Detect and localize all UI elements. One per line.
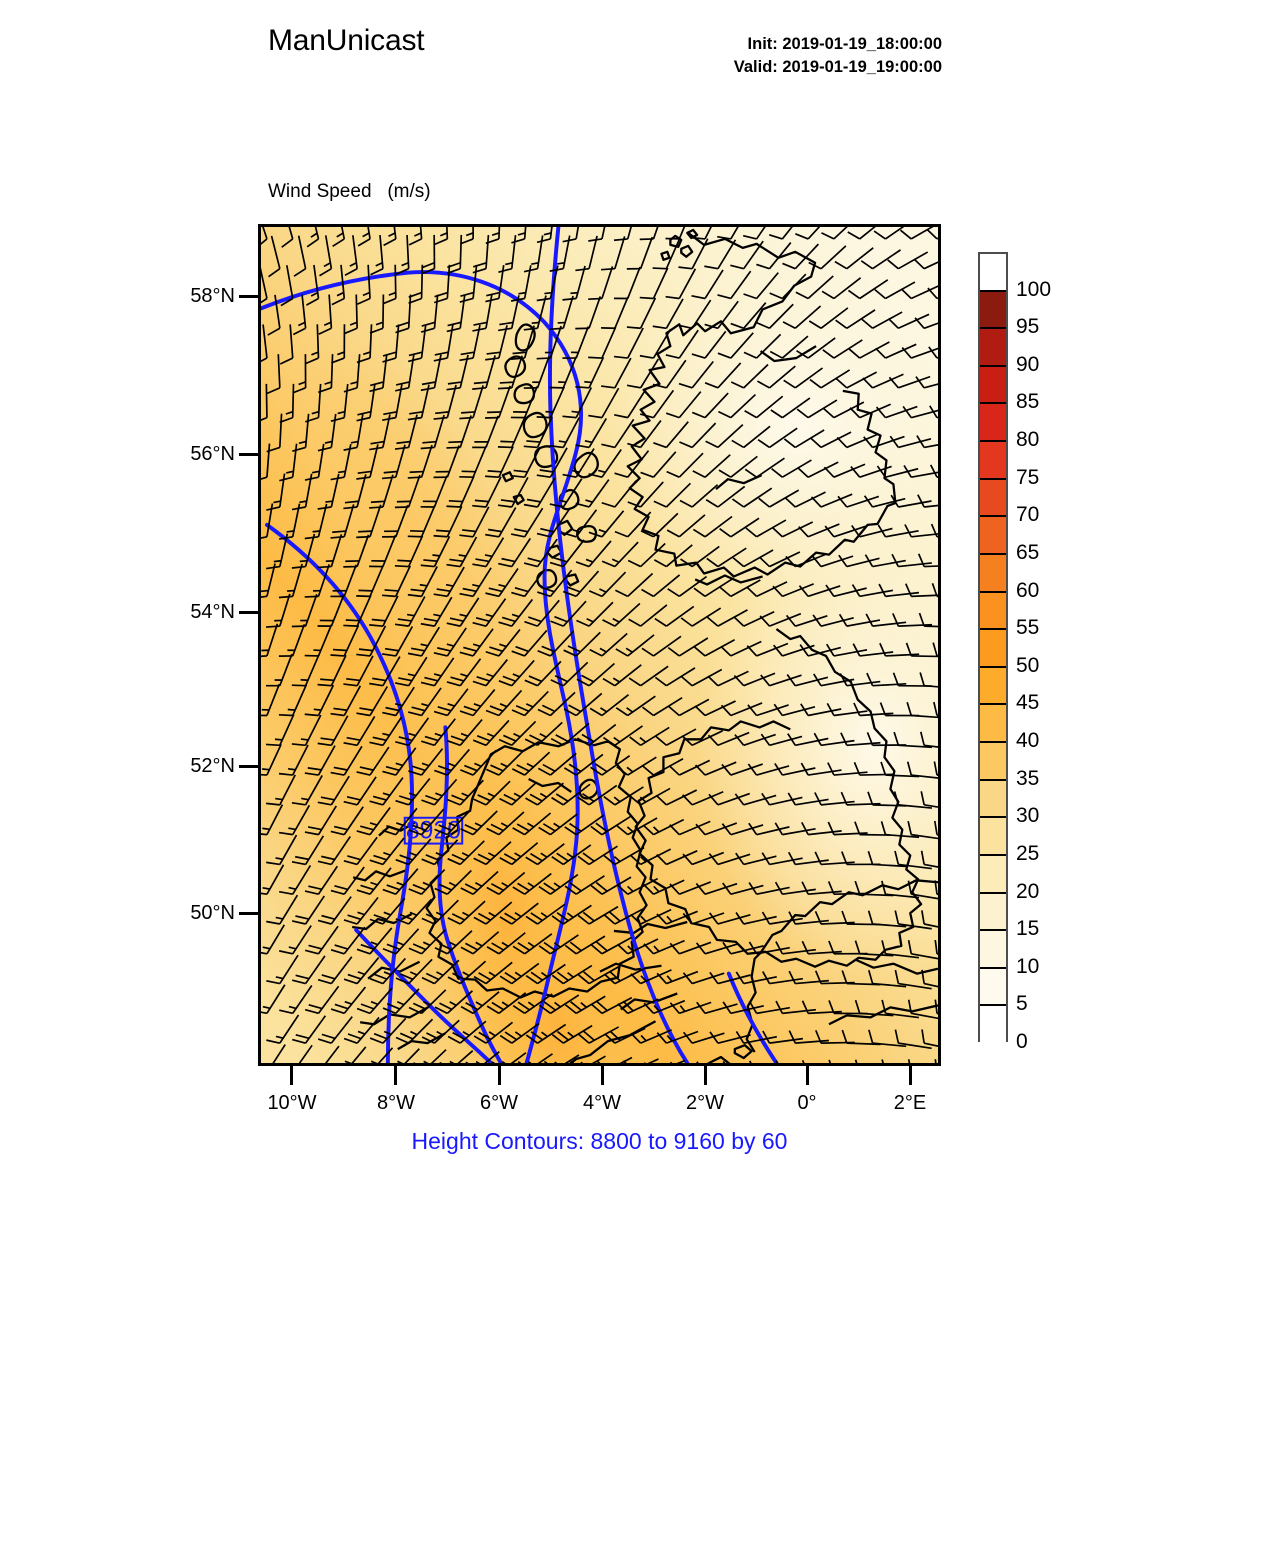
contour-line-8920-west [354,927,493,1063]
colorbar-tick-label: 20 [1016,879,1040,903]
colorbar-cell [980,705,1006,744]
contour-line-9040 [726,971,779,1063]
map-plot-area: 8920 [258,224,941,1066]
lon-label-0: 0° [797,1092,817,1114]
contour-interval-note: Height Contours: 8800 to 9160 by 60 [411,1128,788,1154]
colorbar-cell [980,968,1006,1007]
page-title: ManUnicast [268,24,425,57]
colorbar-tick-label: 55 [1016,616,1040,640]
lon-tick-4w [601,1066,604,1085]
colorbar-cell [980,404,1006,443]
colorbar-tick-label: 85 [1016,390,1040,414]
lon-tick-10w [290,1066,293,1085]
lat-tick-54 [239,611,258,614]
windspeed-min-e [697,505,938,982]
colorbar-tick-label: 40 [1016,729,1040,753]
lat-label-50: 50°N [190,902,235,924]
colorbar-tick-label: 75 [1016,465,1040,489]
colorbar-cell [980,592,1006,631]
colorbar-cell [980,667,1006,706]
colorbar-cell [980,329,1006,367]
colorbar-cell [980,442,1006,480]
init-time: Init: 2019-01-19_18:00:00 [747,35,942,53]
colorbar-cell [980,1006,1006,1044]
colorbar-tick-label: 15 [1016,917,1040,941]
lat-label-52: 52°N [190,755,235,777]
lat-tick-56 [239,453,258,456]
variable-line-wind-speed: Wind Speed (m/s) [268,181,431,202]
colorbar-cell [980,479,1006,518]
colorbar-tick-label: 25 [1016,841,1040,865]
colorbar-cell [980,818,1006,856]
colorbar-tick-label: 45 [1016,691,1040,715]
lat-tick-58 [239,295,258,298]
lon-tick-0 [806,1066,809,1085]
colorbar-cell [980,931,1006,969]
colorbar-cell [980,855,1006,894]
map-canvas: 8920 [261,227,938,1063]
height-contours [261,227,779,1063]
colorbar-cell [980,780,1006,819]
colorbar-tick-label: 50 [1016,653,1040,677]
windspeed-colorbar [978,252,1008,1044]
lon-label-10w: 10°W [267,1092,317,1114]
lon-label-2e: 2°E [893,1092,927,1114]
lon-tick-6w [498,1066,501,1085]
colorbar-tick-label: 65 [1016,540,1040,564]
colorbar-cell [980,366,1006,405]
colorbar-cell [980,554,1006,593]
colorbar-cell [980,291,1006,330]
windspeed-band-north [290,340,530,710]
colorbar-cell [980,893,1006,932]
colorbar-cell [980,517,1006,555]
lon-tick-2w [704,1066,707,1085]
colorbar-cell [980,630,1006,668]
contour-line-8980 [547,227,690,1063]
lon-tick-2e [909,1066,912,1085]
lat-tick-52 [239,765,258,768]
colorbar-cell [980,254,1006,292]
lon-label-6w: 6°W [480,1092,518,1114]
colorbar-tick-label: 95 [1016,315,1040,339]
colorbar-tick-label: 80 [1016,428,1040,452]
run-time-block: Init: 2019-01-19_18:00:00 Valid: 2019-01… [620,33,942,79]
colorbar-tick-label: 5 [1016,992,1028,1016]
lat-label-58: 58°N [190,285,235,307]
colorbar-tick-label: 0 [1016,1030,1028,1053]
lon-label-4w: 4°W [583,1092,621,1114]
colorbar-tick-label: 100 [1016,277,1052,301]
contour-line-8800 [264,522,415,1063]
colorbar-tick-label: 90 [1016,352,1040,376]
contour-line-8860 [261,270,583,1063]
lon-tick-8w [394,1066,397,1085]
lat-label-56: 56°N [190,443,235,465]
colorbar-tick-label: 70 [1016,503,1040,527]
colorbar-tick-label: 10 [1016,954,1040,978]
lon-label-2w: 2°W [686,1092,724,1114]
valid-time: Valid: 2019-01-19_19:00:00 [733,58,942,76]
colorbar-cell [980,743,1006,781]
lon-label-8w: 8°W [377,1092,415,1114]
contour-label-box [403,816,464,845]
colorbar-tick-label: 35 [1016,766,1040,790]
lat-label-54: 54°N [190,601,235,623]
colorbar-tick-label: 60 [1016,578,1040,602]
lat-tick-50 [239,912,258,915]
colorbar-tick-label: 30 [1016,804,1040,828]
